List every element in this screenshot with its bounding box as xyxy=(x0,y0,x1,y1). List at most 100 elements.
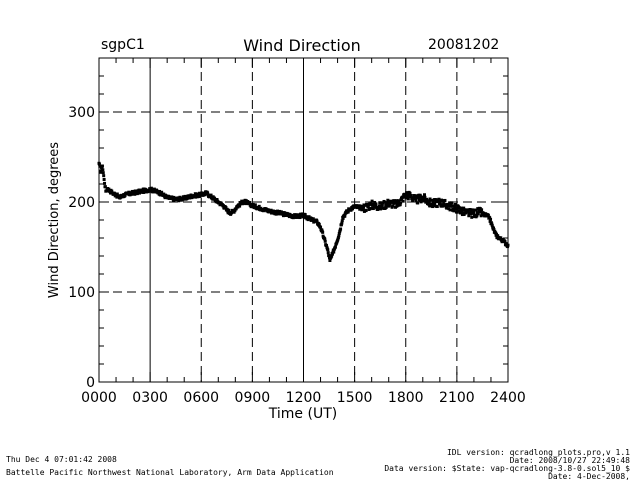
data-point xyxy=(380,203,384,207)
data-point xyxy=(457,206,461,210)
data-point xyxy=(236,205,240,209)
chart-title: Wind Direction xyxy=(243,36,361,55)
tick-labels: 0000 0300 0600 0900 1200 1500 1800 2100 2400 0 100… xyxy=(68,105,526,406)
data-point xyxy=(110,189,114,193)
data-point xyxy=(475,214,479,218)
data-point xyxy=(244,202,248,206)
data-version: Data version: $State: vap-qcradlong-3.8-… xyxy=(384,464,630,473)
data-point xyxy=(248,201,252,205)
data-point xyxy=(337,232,341,235)
data-point xyxy=(102,178,106,181)
data-point xyxy=(340,219,344,223)
data-point xyxy=(384,206,388,210)
x-tick-label: 1200 xyxy=(286,390,322,406)
data-point xyxy=(315,218,319,222)
data-point xyxy=(384,203,388,207)
data-point xyxy=(148,187,152,191)
data-point xyxy=(469,212,473,216)
data-point xyxy=(115,192,119,196)
data-point xyxy=(333,245,337,249)
data-point xyxy=(206,191,210,195)
y-tick-label: 300 xyxy=(68,105,95,121)
data-point xyxy=(328,259,332,262)
data-point xyxy=(476,212,480,216)
data-point xyxy=(427,202,431,206)
data-point xyxy=(499,236,503,240)
data-point xyxy=(358,207,362,211)
data-point xyxy=(397,201,401,205)
data-point xyxy=(432,203,436,207)
data-point xyxy=(424,200,428,204)
data-point xyxy=(403,193,407,197)
data-point xyxy=(350,207,354,211)
data-point xyxy=(474,208,478,212)
data-point xyxy=(326,251,330,255)
data-point xyxy=(470,208,474,212)
data-point xyxy=(397,199,401,203)
data-point xyxy=(339,223,343,227)
data-point xyxy=(385,201,389,205)
data-point xyxy=(445,206,449,210)
data-point xyxy=(346,210,350,214)
institution: Battelle Pacific Northwest National Labo… xyxy=(6,468,334,477)
data-point xyxy=(431,200,435,204)
data-point xyxy=(408,191,412,195)
data-point xyxy=(427,200,431,204)
data-point xyxy=(224,206,228,210)
data-point xyxy=(257,204,261,208)
y-axis-label: Wind Direction, degrees xyxy=(47,142,62,298)
data-point xyxy=(318,225,322,229)
data-point xyxy=(454,207,458,211)
data-point xyxy=(371,202,375,206)
data-point xyxy=(433,202,437,206)
data-point xyxy=(401,199,405,203)
data-point xyxy=(117,194,121,198)
data-point xyxy=(343,214,347,218)
data-point xyxy=(364,209,368,213)
data-point xyxy=(103,181,107,185)
data-point xyxy=(99,169,103,173)
gridlines xyxy=(99,58,508,382)
data-point xyxy=(406,197,410,201)
idl-date: Date: 2008/10/27 22:49:48 xyxy=(509,456,630,465)
data-point xyxy=(107,187,111,191)
data-point xyxy=(292,215,296,219)
data-point xyxy=(181,197,185,201)
data-point xyxy=(399,201,403,205)
data-point xyxy=(476,207,480,211)
data-point xyxy=(455,210,459,214)
data-point xyxy=(452,209,456,213)
x-tick-label: 0600 xyxy=(183,390,219,406)
data-points xyxy=(97,161,510,262)
data-point xyxy=(278,209,282,213)
data-point xyxy=(325,245,329,249)
data-point xyxy=(302,215,306,219)
data-point xyxy=(221,204,225,208)
data-point xyxy=(101,168,105,172)
data-point xyxy=(462,206,466,210)
data-point xyxy=(414,198,418,202)
data-point xyxy=(337,234,341,238)
data-point xyxy=(398,203,402,207)
run-time: Thu Dec 4 07:01:42 2008 xyxy=(6,455,117,464)
data-point xyxy=(340,221,344,225)
data-point xyxy=(253,203,257,207)
data-point xyxy=(160,190,164,194)
data-point xyxy=(323,239,327,243)
data-date: Date: 4-Dec-2008, xyxy=(548,472,630,481)
data-point xyxy=(362,205,366,209)
data-point xyxy=(409,193,413,197)
data-point xyxy=(113,192,117,196)
x-tick-label: 1800 xyxy=(388,390,424,406)
data-point xyxy=(269,208,273,212)
data-point xyxy=(440,198,444,202)
data-point xyxy=(488,216,492,220)
data-point xyxy=(450,201,454,205)
data-point xyxy=(464,211,468,215)
data-point xyxy=(405,195,409,199)
data-point xyxy=(388,202,392,206)
x-tick-label: 0300 xyxy=(132,390,168,406)
data-point xyxy=(200,191,204,195)
data-point xyxy=(416,201,420,205)
